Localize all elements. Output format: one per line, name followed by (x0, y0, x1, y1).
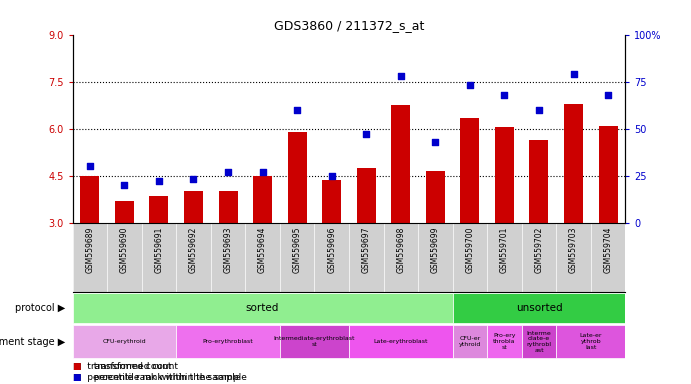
Text: GSM559696: GSM559696 (327, 226, 337, 273)
Bar (357, 168, 376, 223)
Text: development stage ▶: development stage ▶ (0, 337, 66, 347)
Bar (73, 293, 453, 323)
Text: unsorted: unsorted (515, 303, 562, 313)
Bar (322, 180, 341, 223)
Bar (487, 325, 522, 358)
Title: GDS3860 / 211372_s_at: GDS3860 / 211372_s_at (274, 19, 424, 32)
Text: sorted: sorted (246, 303, 279, 313)
Text: GSM559691: GSM559691 (154, 226, 164, 273)
Text: GSM559703: GSM559703 (569, 226, 578, 273)
Bar (253, 176, 272, 223)
Text: Pro-ery
throbla
st: Pro-ery throbla st (493, 333, 515, 350)
Bar (598, 126, 618, 223)
Text: transformed count: transformed count (88, 362, 178, 371)
Text: GSM559694: GSM559694 (258, 226, 267, 273)
Bar (453, 293, 625, 323)
Text: ■  percentile rank within the sample: ■ percentile rank within the sample (73, 373, 240, 382)
Text: Interme
diate-e
rythrobl
ast: Interme diate-e rythrobl ast (527, 331, 551, 353)
Point (84, 163, 95, 169)
Text: GSM559689: GSM559689 (85, 226, 95, 273)
Bar (115, 201, 134, 223)
Point (430, 139, 441, 145)
Point (223, 169, 234, 175)
Point (603, 92, 614, 98)
Point (119, 182, 130, 188)
Bar (176, 325, 280, 358)
Bar (426, 171, 445, 223)
Text: GSM559695: GSM559695 (292, 226, 302, 273)
Bar (280, 325, 349, 358)
Bar (218, 191, 238, 223)
Point (361, 131, 372, 137)
Point (499, 92, 510, 98)
Bar (73, 325, 176, 358)
Bar (453, 325, 487, 358)
Text: protocol ▶: protocol ▶ (15, 303, 66, 313)
Bar (495, 127, 514, 223)
Bar (529, 140, 549, 223)
Text: Late-er
ythrob
last: Late-er ythrob last (580, 333, 602, 350)
Point (188, 176, 199, 182)
Text: percentile rank within the sample: percentile rank within the sample (88, 373, 247, 382)
Bar (564, 104, 583, 223)
Point (568, 71, 579, 77)
Point (395, 73, 406, 79)
Text: GSM559698: GSM559698 (396, 226, 406, 273)
Text: GSM559701: GSM559701 (500, 226, 509, 273)
Text: CFU-erythroid: CFU-erythroid (102, 339, 146, 344)
Bar (149, 196, 169, 223)
Point (326, 173, 337, 179)
Bar (556, 325, 625, 358)
Text: GSM559704: GSM559704 (603, 226, 613, 273)
Bar (184, 191, 203, 223)
Text: Pro-erythroblast: Pro-erythroblast (202, 339, 254, 344)
Bar (349, 325, 453, 358)
Text: GSM559702: GSM559702 (534, 226, 544, 273)
Point (464, 82, 475, 88)
Text: GSM559690: GSM559690 (120, 226, 129, 273)
Point (257, 169, 268, 175)
Point (153, 178, 164, 184)
Text: Intermediate-erythroblast
st: Intermediate-erythroblast st (274, 336, 355, 347)
Text: ■: ■ (73, 373, 81, 382)
Text: Late-erythroblast: Late-erythroblast (374, 339, 428, 344)
Point (533, 107, 545, 113)
Text: ■  transformed count: ■ transformed count (73, 362, 171, 371)
Bar (391, 105, 410, 223)
Text: GSM559692: GSM559692 (189, 226, 198, 273)
Bar (287, 132, 307, 223)
Text: GSM559697: GSM559697 (361, 226, 371, 273)
Bar (522, 325, 556, 358)
Bar (460, 118, 480, 223)
Text: CFU-er
ythroid: CFU-er ythroid (459, 336, 481, 347)
Text: GSM559693: GSM559693 (223, 226, 233, 273)
Point (292, 107, 303, 113)
Text: GSM559699: GSM559699 (430, 226, 440, 273)
Text: GSM559700: GSM559700 (465, 226, 475, 273)
Bar (80, 176, 100, 223)
Text: ■: ■ (73, 362, 81, 371)
